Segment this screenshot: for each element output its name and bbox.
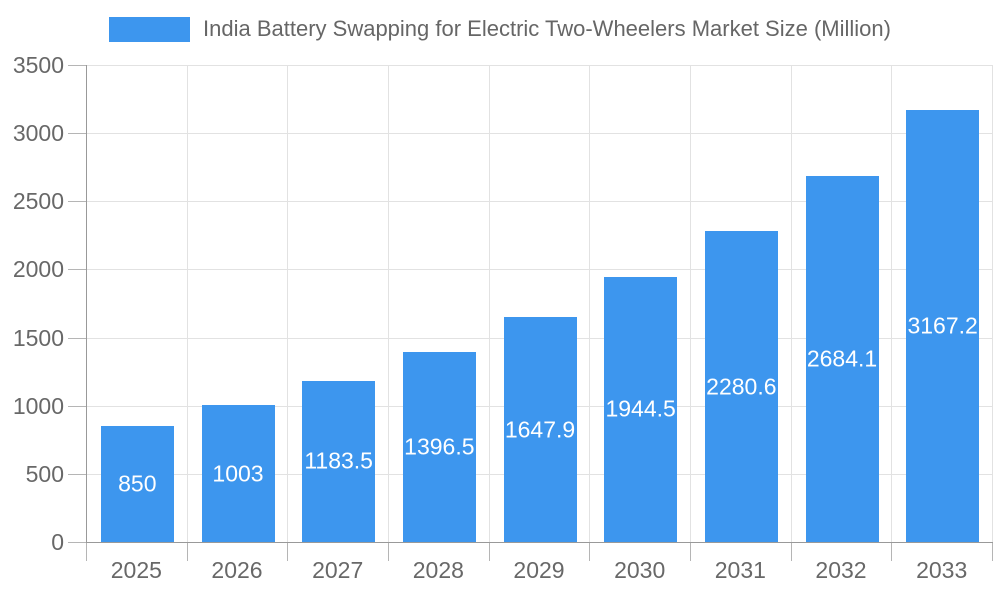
bar-2028[interactable]	[402, 351, 476, 542]
x-gridline	[891, 65, 893, 542]
bar-value-label: 1944.5	[605, 395, 676, 422]
x-axis-tick	[790, 543, 792, 561]
bar-2030[interactable]	[604, 277, 678, 542]
x-axis-tick	[86, 543, 87, 561]
x-axis-tick-label: 2031	[714, 557, 766, 583]
bar-value-label: 1396.5	[404, 433, 475, 460]
x-gridline	[287, 65, 289, 542]
y-axis-tick	[68, 542, 86, 543]
x-axis-tick-label: 2025	[110, 557, 162, 583]
y-axis-tick-label: 2500	[12, 188, 64, 215]
y-gridline	[87, 201, 993, 203]
x-axis-tick	[186, 543, 188, 561]
x-axis-tick-label: 2032	[815, 557, 867, 583]
x-axis-tick-label: 2026	[211, 557, 263, 583]
x-axis-tick	[287, 543, 289, 561]
y-axis-tick-label: 1000	[12, 392, 64, 419]
bar-value-label: 1183.5	[304, 447, 373, 474]
x-gridline	[992, 65, 993, 542]
y-gridline	[87, 133, 993, 135]
bar-2033[interactable]	[906, 110, 980, 542]
y-axis-tick-label: 2000	[12, 256, 64, 283]
legend-item[interactable]: India Battery Swapping for Electric Two-…	[109, 16, 891, 42]
x-axis-tick	[388, 543, 389, 561]
y-gridline	[87, 65, 993, 66]
bar-2029[interactable]	[503, 317, 577, 542]
y-axis-tick	[68, 133, 86, 135]
y-axis-tick-label: 1500	[12, 324, 64, 351]
x-axis-tick	[488, 543, 490, 561]
legend-label: India Battery Swapping for Electric Two-…	[203, 16, 891, 41]
x-gridline	[790, 65, 792, 542]
bar-2026[interactable]	[201, 405, 275, 542]
chart-legend: India Battery Swapping for Electric Two-…	[0, 16, 1000, 42]
bar-value-label: 2684.1	[806, 345, 878, 372]
x-axis-tick	[690, 543, 691, 561]
bar-value-label: 850	[118, 470, 157, 497]
bar-2027[interactable]	[302, 380, 376, 542]
bar-value-label: 1647.9	[504, 416, 576, 443]
y-axis-tick	[68, 405, 86, 407]
y-gridline	[87, 269, 993, 271]
bar-2031[interactable]	[704, 231, 778, 542]
x-axis-tick-label: 2030	[614, 557, 666, 583]
plot-area: 850 1003 1183.5 1396.5 1647.9 1944.5 2280.6 268…	[86, 65, 993, 543]
legend-swatch	[109, 16, 191, 42]
y-axis-tick-label: 500	[25, 460, 64, 487]
x-axis-tick	[891, 543, 893, 561]
x-gridline	[690, 65, 691, 542]
y-axis-tick	[68, 337, 86, 339]
x-axis-tick-label: 2033	[916, 557, 968, 583]
bar-2032[interactable]	[805, 176, 879, 542]
x-gridline	[488, 65, 490, 542]
x-axis-tick-label: 2027	[312, 557, 364, 583]
y-axis-tick-label: 3000	[12, 120, 64, 147]
y-axis-tick-label: 0	[51, 529, 64, 555]
y-axis-tick	[68, 201, 86, 203]
x-gridline	[388, 65, 389, 542]
y-axis-tick-label: 3500	[12, 52, 64, 78]
bar-2025[interactable]	[100, 426, 174, 542]
bar-value-label: 1003	[212, 460, 264, 487]
y-axis-tick	[68, 473, 86, 475]
y-axis-tick	[68, 269, 86, 271]
x-gridline	[589, 65, 591, 542]
bar-value-label: 2280.6	[706, 373, 777, 400]
x-gridline	[186, 65, 188, 542]
x-axis-tick-label: 2029	[513, 557, 565, 583]
x-axis-tick-label: 2028	[412, 557, 464, 583]
bar-value-label: 3167.2	[907, 312, 978, 339]
y-axis-tick	[68, 65, 86, 66]
x-axis-tick	[589, 543, 591, 561]
x-axis-tick	[992, 543, 993, 561]
